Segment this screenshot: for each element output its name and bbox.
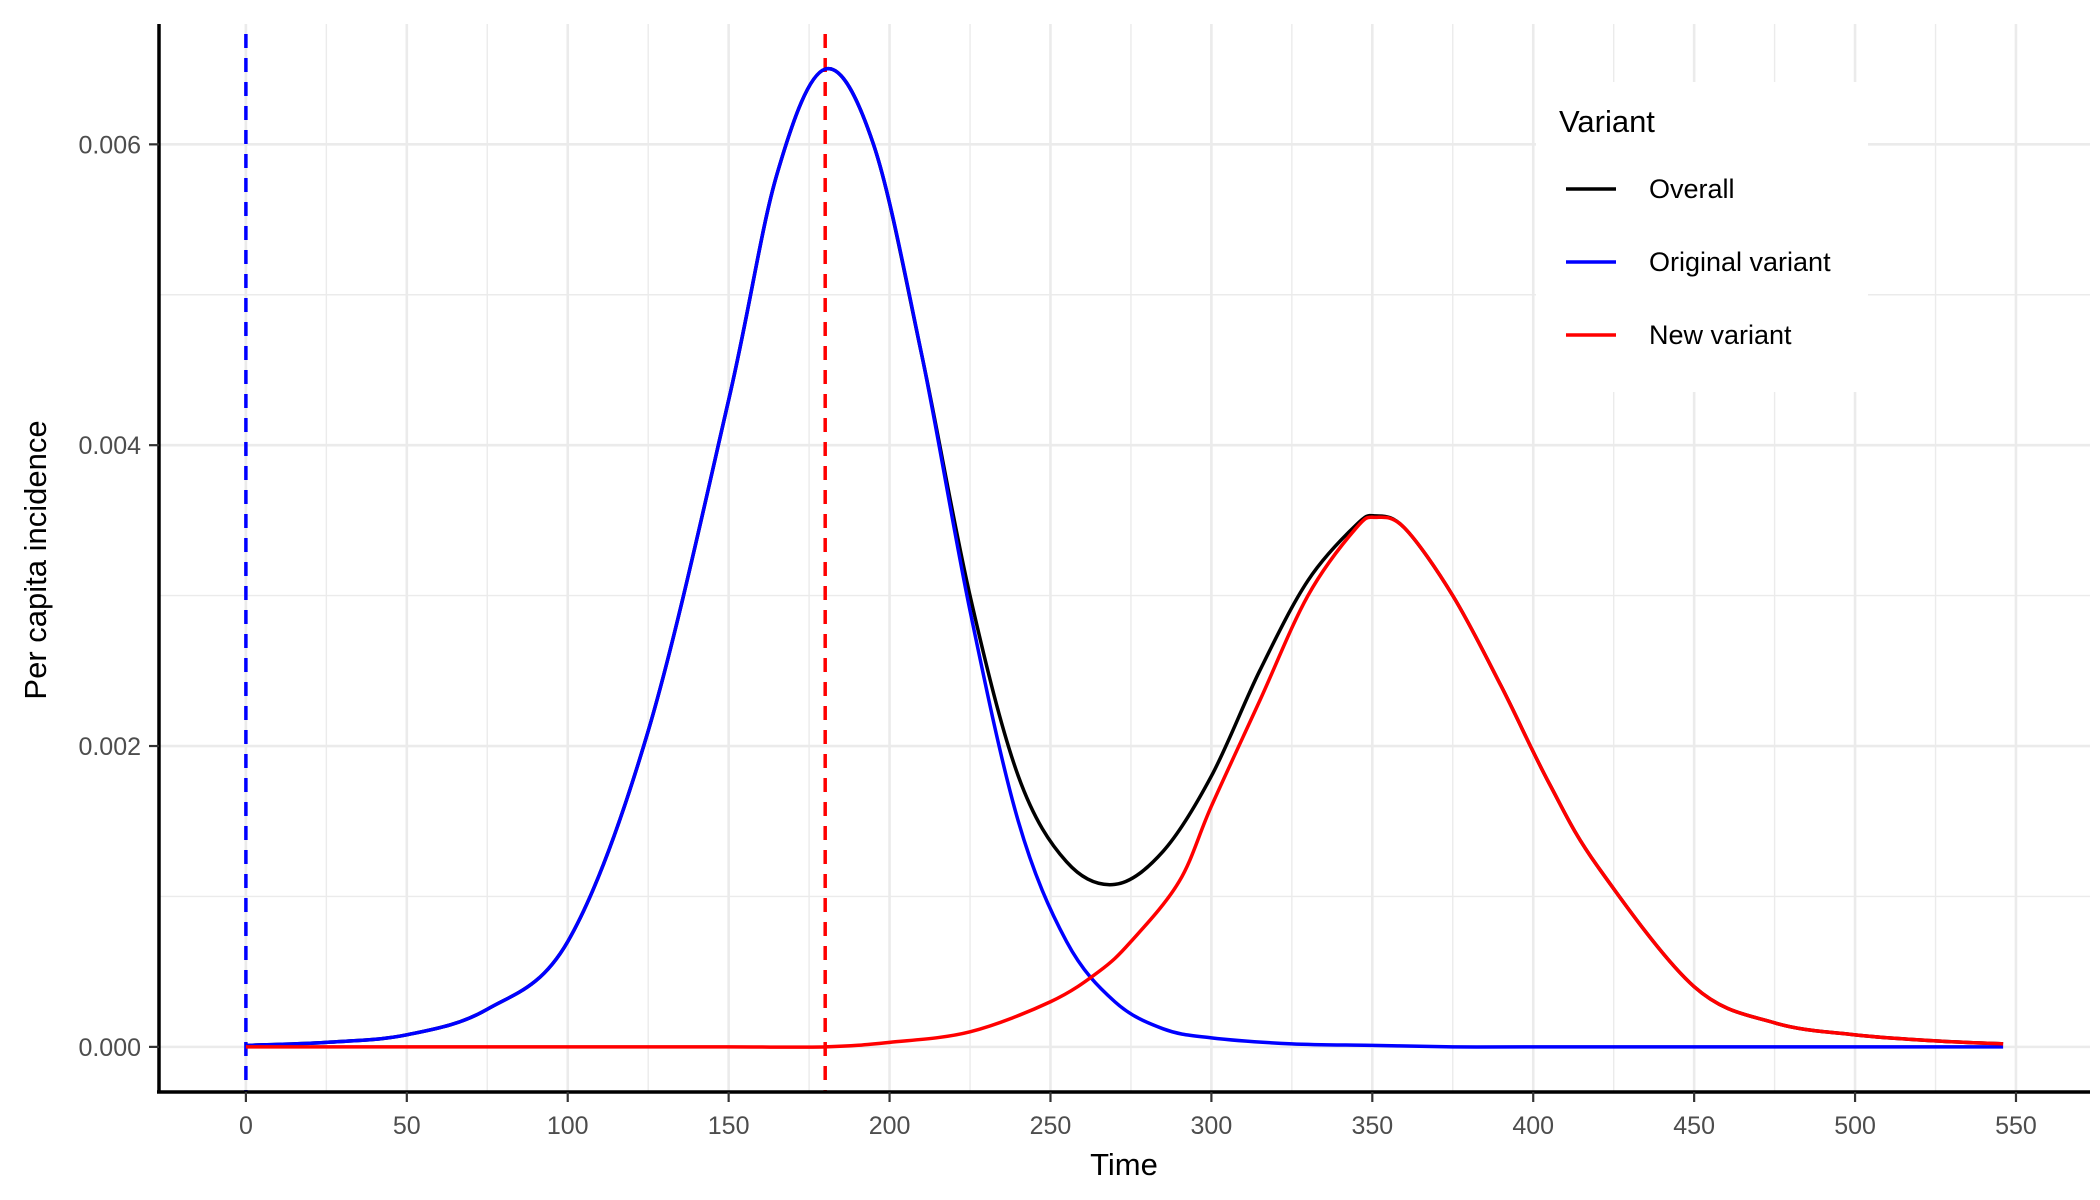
legend-background [1536, 82, 1868, 392]
y-tick-label: 0.004 [78, 432, 141, 460]
legend-entries: Overall Original variant New variant [1566, 174, 1831, 350]
series-line-1 [245, 66, 2004, 1049]
x-tick-label: 250 [1030, 1112, 1072, 1140]
legend-title: Variant [1559, 104, 1655, 139]
legend-label: Overall [1649, 174, 1735, 204]
x-tick-label: 50 [393, 1112, 421, 1140]
x-tick-label: 150 [708, 1112, 750, 1140]
x-axis-title: Time [1090, 1147, 1158, 1182]
x-tick-label: 350 [1351, 1112, 1393, 1140]
x-tick-label: 300 [1191, 1112, 1233, 1140]
x-tick-label: 450 [1673, 1112, 1715, 1140]
y-tick-label: 0.002 [78, 733, 141, 761]
x-tick-label: 100 [547, 1112, 589, 1140]
reference-lines [244, 34, 827, 1092]
x-tick-label: 500 [1834, 1112, 1876, 1140]
axes [157, 24, 2090, 1094]
x-tick-label: 200 [869, 1112, 911, 1140]
y-axis-title: Per capita incidence [18, 420, 53, 699]
y-ticks: 0.000 0.002 0.004 0.006 [78, 131, 159, 1062]
series-lines [245, 66, 2004, 1049]
y-tick-label: 0.000 [78, 1034, 141, 1062]
x-ticks: 0 50 100 150 200 250 300 350 400 450 500 550 [239, 1092, 2037, 1140]
x-tick-label: 550 [1995, 1112, 2037, 1140]
y-tick-label: 0.006 [78, 131, 141, 159]
legend: Variant Overall Original variant New varia… [1536, 82, 1868, 392]
series-line-2 [245, 515, 2004, 1049]
x-tick-label: 400 [1512, 1112, 1554, 1140]
legend-label: Original variant [1649, 247, 1831, 277]
legend-label: New variant [1649, 320, 1792, 350]
x-tick-label: 0 [239, 1112, 253, 1140]
